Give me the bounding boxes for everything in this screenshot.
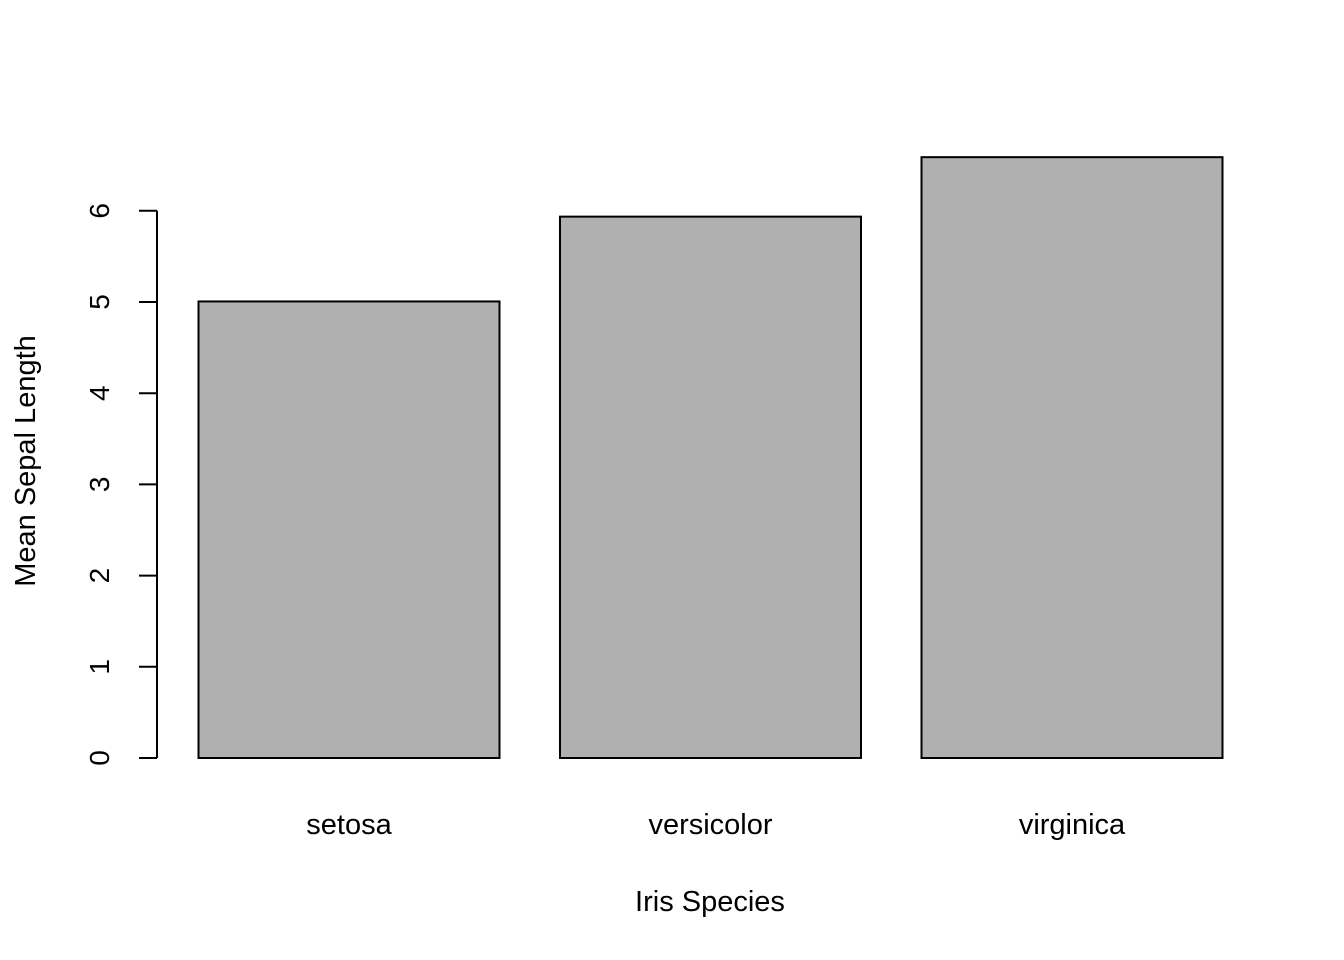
y-tick-label-2: 2 (84, 568, 115, 584)
bar-versicolor (559, 215, 862, 760)
y-tick-label-6: 6 (84, 203, 115, 219)
y-axis-title: Mean Sepal Length (10, 335, 42, 587)
y-tick-label-3: 3 (84, 477, 115, 493)
bar-virginica (920, 156, 1224, 760)
y-tick-label-1: 1 (84, 659, 115, 675)
y-tick-label-5: 5 (84, 294, 115, 310)
y-axis: 0 1 2 3 4 5 6 (84, 203, 158, 766)
bar-setosa (197, 300, 501, 759)
x-tick-label-virginica: virginica (1019, 809, 1126, 841)
x-axis-title: Iris Species (635, 886, 785, 918)
x-tick-label-setosa: setosa (306, 809, 392, 841)
x-axis-labels: setosa versicolor virginica (306, 809, 1126, 841)
y-tick-label-4: 4 (84, 385, 115, 401)
x-tick-label-versicolor: versicolor (648, 809, 772, 841)
bars-group (197, 156, 1224, 760)
y-tick-label-0: 0 (84, 750, 115, 766)
